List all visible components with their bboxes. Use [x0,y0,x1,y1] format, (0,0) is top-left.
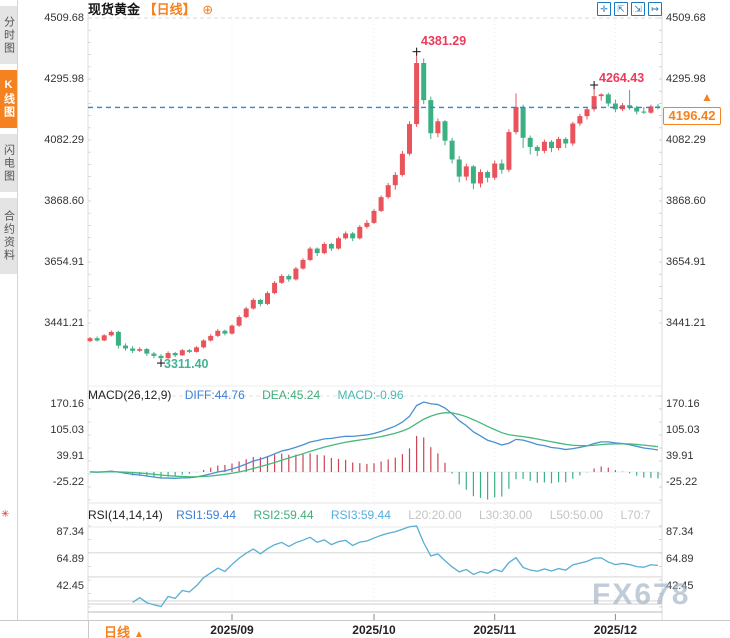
high-price-annotation: 4381.29 [421,34,467,48]
sidebar-tab-timeshare[interactable]: 分时图 [0,6,17,64]
bottom-bar-divider [88,620,89,638]
y-axis-label-main-left: 3868.60 [44,195,84,207]
live-indicator-icon: ✳ [1,509,10,520]
chart-title: 现货黄金 【日线】 ⊕ [88,2,213,18]
sidebar-tab-lightning[interactable]: 闪电图 [0,134,17,192]
y-axis-label-main-left: 4509.68 [44,12,84,24]
zoom-vertical-icon[interactable]: ⇱ [614,2,628,16]
chart-toolbar: ✛ ⇱ ⇲ ↦ [597,2,662,16]
low-price-annotation: 3311.40 [164,357,209,371]
y-axis-label-macd-left: -25.22 [52,476,84,488]
y-axis-label-macd-left: 39.91 [56,450,84,462]
watermark: FX678 [592,578,691,611]
y-axis-label-main-left: 4082.29 [44,134,84,146]
y-axis-label-macd-right: 170.16 [666,398,700,410]
rsi-level20-label: L20:20.00 [408,508,462,522]
y-axis-label-rsi-right: 64.89 [666,553,694,565]
last-price-badge: 4196.42 [663,107,721,125]
y-axis-label-rsi-left: 64.89 [56,553,84,565]
y-axis-label-macd-left: 170.16 [50,398,84,410]
sidebar-tab-kline[interactable]: K线图 [0,70,17,128]
y-axis-label-main-right: 4082.29 [666,134,706,146]
y-axis-label-main-right: 3868.60 [666,195,706,207]
caret-up-icon: ▲ [134,629,144,638]
recent-high-annotation: 4264.43 [599,71,645,85]
rsi2-value: RSI2:59.44 [253,508,314,522]
bottom-bar [0,620,730,638]
y-axis-label-rsi-left: 87.34 [56,526,84,538]
rsi-level50-label: L50:50.00 [549,508,604,522]
y-axis-label-rsi-right: 42.45 [666,580,694,592]
macd-hist-value: MACD:-0.96 [337,388,404,402]
rsi-level30-label: L30:30.00 [478,508,533,522]
timeframe-tag: 【日线】 [143,2,196,17]
y-axis-label-rsi-left: 42.45 [56,580,84,592]
x-axis-label: 2025/09 [210,623,254,637]
y-axis-label-rsi-right: 87.34 [666,526,694,538]
sidebar-tab-contract-info[interactable]: 合约资料 [0,198,17,274]
x-axis-label: 2025/10 [352,623,396,637]
y-axis-label-main-right: 3654.91 [666,256,706,268]
timeframe-selector-label: 日线 [104,625,131,638]
macd-label-row: MACD(26,12,9) DIFF:44.76 DEA:45.24 MACD:… [88,388,660,402]
x-axis-label: 2025/12 [593,623,638,637]
y-axis-label-main-left: 3441.21 [44,317,84,329]
macd-diff-value: DIFF:44.76 [184,388,245,402]
sidebar: 分时图 K线图 闪电图 合约资料 ✳ [0,0,18,620]
rsi3-value: RSI3:59.44 [330,508,391,522]
macd-dea-value: DEA:45.24 [262,388,321,402]
rsi1-value: RSI1:59.44 [176,508,237,522]
timeframe-selector[interactable]: 日线 ▲ [104,622,144,638]
rsi-name-label: RSI(14,14,14) [88,508,163,522]
y-axis-label-macd-right: 39.91 [666,450,694,462]
macd-name-label: MACD(26,12,9) [88,388,172,402]
y-axis-label-main-right: 3441.21 [666,317,706,329]
rsi-label-row: RSI(14,14,14) RSI1:59.44 RSI2:59.44 RSI3… [88,508,660,522]
y-axis-label-macd-right: 105.03 [666,424,700,436]
price-up-arrow-icon: ▲ [701,90,713,104]
y-axis-label-macd-left: 105.03 [50,424,84,436]
instrument-name: 现货黄金 [88,2,141,17]
y-axis-label-main-right: 4295.98 [666,73,706,85]
pan-right-icon[interactable]: ↦ [648,2,662,16]
x-axis-label: 2025/11 [473,623,517,637]
add-indicator-icon[interactable]: ⊕ [202,2,214,17]
y-axis-label-main-right: 4509.68 [666,12,706,24]
y-axis-label-macd-right: -25.22 [666,476,698,488]
pan-tool-icon[interactable]: ✛ [597,2,611,16]
y-axis-label-main-left: 4295.98 [44,73,84,85]
rsi-level70-label: L70:7 [620,508,651,522]
zoom-horizontal-icon[interactable]: ⇲ [631,2,645,16]
y-axis-label-main-left: 3654.91 [44,256,84,268]
